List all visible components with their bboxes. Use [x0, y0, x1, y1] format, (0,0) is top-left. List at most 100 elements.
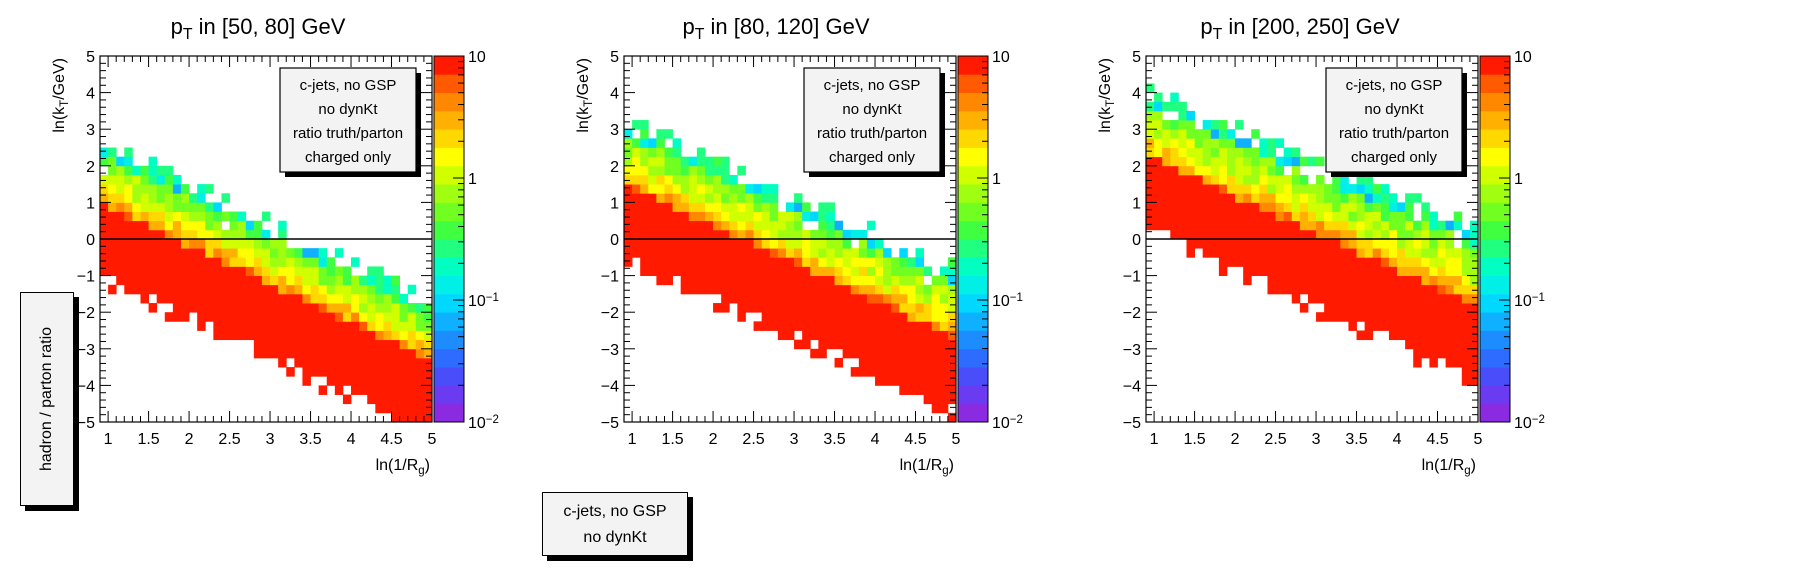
- heatmap-cell: [858, 266, 868, 276]
- heatmap-cell: [834, 275, 844, 286]
- heatmap-cell: [826, 321, 835, 331]
- heatmap-cell: [721, 293, 730, 304]
- heatmap-cell: [1437, 339, 1447, 350]
- heatmap-cell: [947, 385, 957, 395]
- heatmap-cell: [1267, 239, 1276, 249]
- heatmap-cell: [1202, 165, 1212, 176]
- heatmap-cell: [850, 339, 860, 350]
- heatmap-cell: [1356, 284, 1366, 295]
- color-bar-step: [1480, 348, 1510, 368]
- heatmap-cell: [399, 330, 409, 341]
- heatmap-cell: [915, 284, 925, 295]
- heatmap-cell: [367, 312, 376, 322]
- heatmap-cell: [375, 266, 384, 276]
- heatmap-cell: [1405, 339, 1414, 350]
- heatmap-cell: [326, 257, 336, 267]
- color-bar-label-part: −2: [1532, 414, 1545, 426]
- heatmap-cell: [1469, 239, 1479, 249]
- heatmap-cell: [680, 193, 690, 203]
- heatmap-cell: [415, 357, 425, 368]
- x-axis-label-part: g: [1464, 465, 1470, 477]
- heatmap-cell: [866, 303, 876, 313]
- heatmap-cell: [899, 275, 908, 286]
- y-axis-label-part: ln(k: [1097, 106, 1114, 133]
- heatmap-cell: [391, 284, 401, 295]
- heatmap-cell: [1251, 174, 1260, 185]
- heatmap-cell: [229, 284, 239, 295]
- heatmap-cell: [1316, 184, 1325, 194]
- heatmap-cell: [858, 367, 868, 377]
- heatmap-cell: [1413, 220, 1422, 231]
- heatmap-cell: [1307, 293, 1317, 304]
- x-tick-label-part: 2.5: [1264, 431, 1286, 448]
- heatmap-cell: [769, 202, 779, 212]
- heatmap-cell: [310, 339, 320, 350]
- heatmap-cell: [939, 339, 949, 350]
- heatmap-cell: [294, 348, 303, 359]
- x-axis-label-part: ): [1471, 457, 1476, 474]
- heatmap-cell: [753, 211, 763, 222]
- heatmap-cell: [197, 293, 206, 304]
- color-bar-step: [434, 367, 464, 386]
- x-tick-label-part: 4: [1393, 431, 1402, 448]
- heatmap-cell: [1251, 266, 1260, 276]
- heatmap-cell: [858, 239, 868, 249]
- heatmap-cell: [1356, 184, 1366, 194]
- heatmap-cell: [156, 220, 166, 231]
- heatmap-cell: [375, 403, 384, 414]
- heatmap-cell: [1453, 220, 1463, 231]
- heatmap-cell: [229, 312, 239, 322]
- heatmap-cell: [826, 303, 835, 313]
- heatmap-cell: [1316, 156, 1325, 167]
- heatmap-cell: [729, 266, 738, 276]
- heatmap-cell: [221, 275, 230, 286]
- x-tick-label: 1: [628, 431, 637, 448]
- heatmap-cell: [923, 293, 933, 304]
- heatmap-cell: [672, 239, 682, 249]
- heatmap-cell: [1437, 248, 1447, 258]
- heatmap-cell: [907, 303, 916, 313]
- y-tick-label: 3: [1132, 122, 1141, 139]
- heatmap-cell: [221, 257, 230, 267]
- heatmap-cell: [1332, 312, 1341, 322]
- heatmap-cell: [1146, 83, 1155, 93]
- heatmap-cell: [640, 211, 649, 222]
- heatmap-cell: [140, 293, 149, 304]
- heatmap-cell: [1405, 193, 1414, 203]
- heatmap-cell: [624, 239, 633, 249]
- heatmap-cell: [1186, 156, 1195, 167]
- x-axis-label-part: ): [425, 457, 430, 474]
- heatmap-cell: [180, 257, 190, 267]
- x-tick-label: 4: [1393, 431, 1402, 448]
- heatmap-cell: [1332, 303, 1341, 313]
- x-tick-label: 2: [185, 431, 194, 448]
- heatmap-cell: [367, 293, 376, 304]
- heatmap-cell: [624, 211, 633, 222]
- color-bar-step: [434, 74, 464, 93]
- heatmap-cell: [802, 339, 811, 350]
- heatmap-cell: [1218, 120, 1228, 130]
- heatmap-cell: [399, 293, 409, 304]
- heatmap-cell: [172, 312, 182, 322]
- heatmap-cell: [737, 165, 746, 176]
- heatmap-cell: [842, 339, 852, 350]
- heatmap-cell: [1437, 220, 1447, 231]
- heatmap-cell: [1445, 284, 1455, 295]
- heatmap-cell: [672, 266, 682, 276]
- heatmap-cell: [1291, 248, 1301, 258]
- heatmap-cell: [899, 303, 908, 313]
- heatmap-cell: [1340, 193, 1349, 203]
- heatmap-cell: [696, 165, 706, 176]
- heatmap-cell: [108, 147, 117, 158]
- heatmap-cell: [1162, 202, 1171, 212]
- x-axis-label-part: ): [949, 457, 954, 474]
- heatmap-cell: [391, 321, 401, 331]
- heatmap-cell: [1364, 211, 1374, 222]
- heatmap-cell: [383, 403, 392, 414]
- heatmap-cell: [947, 376, 957, 386]
- heatmap-cell: [1186, 174, 1195, 185]
- heatmap-cell: [1146, 174, 1155, 185]
- heatmap-cell: [1146, 147, 1155, 158]
- heatmap-cell: [1202, 184, 1212, 194]
- heatmap-cell: [205, 275, 214, 286]
